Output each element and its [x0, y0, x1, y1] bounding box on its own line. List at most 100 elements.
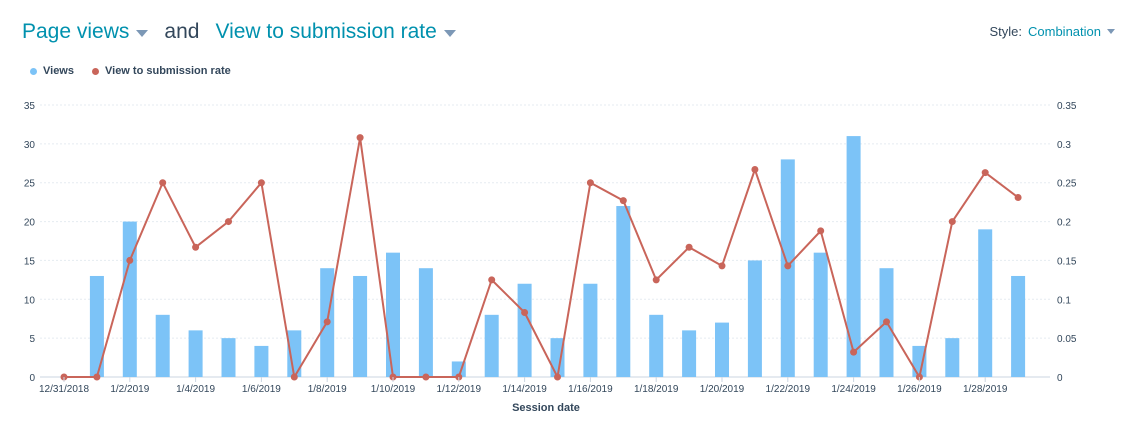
views-bar[interactable]	[484, 314, 499, 377]
rate-point[interactable]	[586, 179, 594, 187]
rate-line	[60, 134, 1022, 381]
x-tick-label: 1/24/2019	[831, 384, 876, 395]
secondary-metric-label: View to submission rate	[215, 20, 437, 43]
legend-dot-rate	[92, 67, 99, 75]
rate-point[interactable]	[554, 373, 561, 381]
x-tick-label: 1/6/2019	[242, 384, 281, 395]
x-tick-label: 1/8/2019	[308, 384, 347, 395]
rate-point[interactable]	[126, 256, 134, 264]
style-value: Combination	[1028, 24, 1101, 39]
rate-point[interactable]	[488, 276, 496, 284]
x-tick-label: 1/16/2019	[568, 384, 613, 395]
chevron-down-icon	[443, 29, 456, 37]
style-dropdown[interactable]: Combination	[1028, 24, 1115, 39]
views-bar[interactable]	[418, 268, 433, 377]
rate-point[interactable]	[290, 373, 298, 381]
rate-point[interactable]	[817, 227, 825, 235]
x-tick-label: 1/18/2019	[634, 384, 679, 395]
rate-point[interactable]	[257, 179, 265, 187]
style-selector: Style: Combination	[989, 24, 1115, 39]
rate-point[interactable]	[159, 179, 167, 187]
rate-point[interactable]	[850, 348, 858, 356]
y-right-tick-label: 0.1	[1057, 295, 1071, 306]
rate-point[interactable]	[93, 373, 101, 381]
rate-point[interactable]	[192, 243, 200, 251]
views-bar[interactable]	[649, 314, 664, 377]
rate-point[interactable]	[323, 318, 331, 326]
rate-point[interactable]	[356, 134, 364, 142]
y-left-tick-label: 30	[24, 140, 36, 151]
primary-metric-dropdown[interactable]: Page views	[22, 20, 149, 44]
style-label: Style:	[989, 24, 1022, 39]
views-bar[interactable]	[254, 345, 269, 377]
rate-point[interactable]	[1014, 193, 1022, 201]
secondary-metric-dropdown[interactable]: View to submission rate	[215, 20, 456, 44]
views-bar[interactable]	[846, 136, 861, 377]
views-bar[interactable]	[583, 283, 598, 377]
legend-item-rate[interactable]: View to submission rate	[92, 65, 231, 77]
views-bar[interactable]	[616, 206, 631, 377]
x-tick-label: 1/2/2019	[110, 384, 149, 395]
y-left-tick-label: 25	[24, 179, 36, 190]
views-bar[interactable]	[155, 314, 170, 377]
y-left-tick-label: 10	[24, 295, 36, 306]
y-left-tick-label: 20	[24, 218, 36, 229]
y-right-tick-label: 0	[1057, 373, 1063, 384]
views-bar[interactable]	[550, 338, 565, 377]
legend-item-views[interactable]: Views	[30, 65, 74, 77]
views-bar[interactable]	[1011, 275, 1026, 377]
views-bar[interactable]	[715, 322, 729, 377]
rate-point[interactable]	[948, 218, 956, 226]
x-tick-label: 1/20/2019	[700, 384, 745, 395]
chevron-down-icon	[136, 29, 149, 37]
x-tick-label: 1/28/2019	[963, 384, 1008, 395]
rate-point[interactable]	[225, 218, 232, 226]
rate-point[interactable]	[981, 169, 989, 177]
views-bar[interactable]	[747, 260, 762, 377]
y-right-tick-label: 0.25	[1057, 179, 1077, 190]
views-bar[interactable]	[89, 275, 104, 377]
rate-line-path	[64, 137, 1019, 381]
y-left-tick-label: 0	[29, 373, 35, 384]
views-bar[interactable]	[386, 252, 400, 377]
x-tick-label: 1/10/2019	[371, 384, 416, 395]
x-tick-label: 12/31/2018	[39, 384, 89, 395]
y-right-tick-label: 0.05	[1057, 334, 1077, 345]
views-bar[interactable]	[945, 338, 960, 377]
x-axis: 12/31/2018 1/2/2019 1/4/2019 1/6/2019 1/8/20…	[39, 377, 1008, 395]
rate-point[interactable]	[521, 308, 529, 316]
y-right-tick-label: 0.15	[1057, 256, 1077, 267]
x-tick-label: 1/26/2019	[897, 384, 942, 395]
chart-header: Page views and View to submission rate	[22, 16, 456, 48]
rate-point[interactable]	[685, 243, 693, 251]
views-bar[interactable]	[353, 275, 368, 377]
x-tick-label: 1/4/2019	[176, 384, 215, 395]
views-bars	[89, 136, 1026, 377]
views-bar[interactable]	[188, 330, 203, 377]
legend-dot-views	[30, 67, 37, 75]
rate-point[interactable]	[422, 373, 430, 381]
metric-connector: and	[164, 20, 200, 43]
x-tick-label: 1/14/2019	[502, 384, 547, 395]
y-left-tick-label: 15	[24, 256, 36, 267]
y-right-tick-label: 0.2	[1057, 218, 1071, 229]
views-bar[interactable]	[287, 330, 302, 377]
y-left-tick-label: 5	[29, 334, 35, 345]
rate-point[interactable]	[883, 318, 890, 326]
rate-point[interactable]	[751, 166, 759, 174]
views-bar[interactable]	[517, 283, 532, 377]
chevron-down-icon	[1107, 29, 1115, 34]
views-bar[interactable]	[682, 330, 697, 377]
views-bar[interactable]	[221, 338, 236, 377]
legend-label: View to submission rate	[105, 65, 231, 77]
rate-point[interactable]	[652, 276, 660, 284]
rate-point[interactable]	[718, 262, 726, 270]
views-bar[interactable]	[122, 221, 137, 377]
legend-label: Views	[43, 65, 74, 77]
x-tick-label: 1/22/2019	[766, 384, 811, 395]
views-bar[interactable]	[813, 252, 828, 377]
rate-point[interactable]	[619, 197, 627, 205]
primary-metric-label: Page views	[22, 20, 130, 43]
views-bar[interactable]	[978, 229, 993, 377]
rate-point[interactable]	[784, 262, 792, 270]
